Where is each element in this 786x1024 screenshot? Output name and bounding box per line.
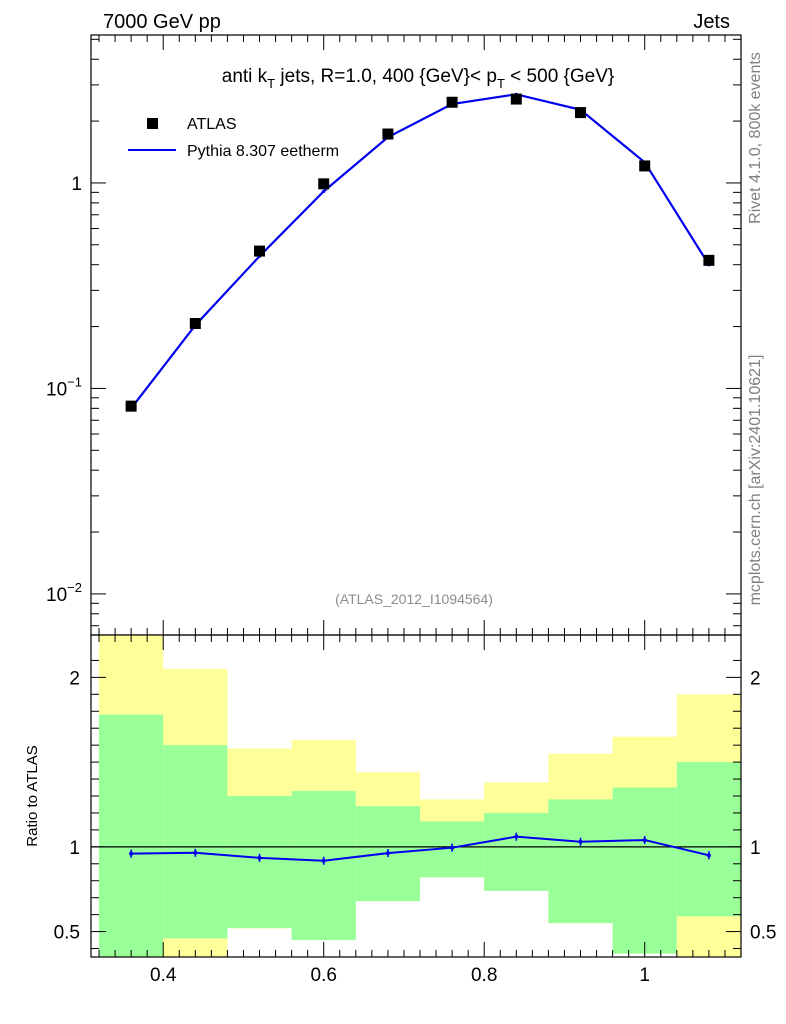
ratio-point xyxy=(385,851,390,856)
pythia-line xyxy=(130,93,710,410)
mcplots-watermark: mcplots.cern.ch [arXiv:2401.10621] xyxy=(747,355,764,606)
legend: ATLAS Pythia 8.307 eetherm xyxy=(128,116,339,160)
ratio-band-green xyxy=(163,745,228,939)
ratio-band-green xyxy=(612,787,677,954)
atlas-point xyxy=(189,317,201,329)
atlas-point xyxy=(703,254,715,266)
ratio-band-green xyxy=(676,762,741,917)
ratio-frame xyxy=(90,634,742,958)
ratio-line xyxy=(131,835,710,862)
main-y-tick-labels: 10110−110−2 xyxy=(46,174,82,606)
ratio-axis-ticks xyxy=(91,635,742,957)
analysis-id: (ATLAS_2012_I1094564) xyxy=(335,591,493,607)
energy-label: 7000 GeV pp xyxy=(103,11,221,33)
main-title: anti kT jets, R=1.0, 400 {GeV}< pT < 500… xyxy=(222,66,615,91)
ratio-y-tick-label-left: 1 xyxy=(69,838,80,859)
ratio-point xyxy=(450,845,455,850)
ratio-point xyxy=(514,834,519,839)
x-tick-label: 0.6 xyxy=(311,965,337,986)
ratio-band-green xyxy=(99,714,164,957)
ratio-point xyxy=(642,838,647,843)
main-y-tick-label: 10−2 xyxy=(46,580,82,606)
ratio-y-axis-label: Ratio to ATLAS xyxy=(24,745,41,846)
atlas-point xyxy=(510,93,522,105)
title-pre: anti k xyxy=(222,66,268,87)
pythia-point xyxy=(322,189,326,193)
ratio-point xyxy=(129,851,134,856)
ratio-point xyxy=(321,858,326,863)
atlas-point xyxy=(639,160,651,172)
rivet-watermark: Rivet 4.1.0, 800k events xyxy=(747,52,764,224)
title-sub2: T xyxy=(497,76,505,91)
main-axis-ticks xyxy=(91,35,742,635)
ratio-y-tick-label-right: 0.5 xyxy=(750,923,776,944)
atlas-point xyxy=(575,107,587,119)
x-tick-label: 0.4 xyxy=(150,965,177,986)
main-y-tick-label: 10−1 xyxy=(46,374,82,400)
ratio-series xyxy=(129,832,711,865)
atlas-point xyxy=(125,400,137,412)
main-panel: anti kT jets, R=1.0, 400 {GeV}< pT < 500… xyxy=(46,34,742,636)
ratio-band-green xyxy=(548,799,613,924)
ratio-point xyxy=(706,853,711,858)
main-y-tick-label: 1 xyxy=(71,174,82,195)
ratio-tick-labels: 0.5 0.5 1 1 2 2 0.4 0.6 0.8 1 xyxy=(54,668,777,986)
x-tick-label: 1 xyxy=(639,965,650,986)
ratio-band-green xyxy=(227,796,292,929)
x-tick-label: 0.8 xyxy=(471,965,497,986)
ratio-y-tick-label-right: 2 xyxy=(750,668,761,689)
atlas-point xyxy=(254,245,266,257)
ratio-y-tick-label-right: 1 xyxy=(750,838,761,859)
ratio-band-green xyxy=(291,790,356,941)
legend-marker-atlas xyxy=(147,118,158,129)
ratio-point xyxy=(578,839,583,844)
ratio-y-tick-label-left: 2 xyxy=(69,668,80,689)
atlas-point xyxy=(446,96,458,108)
title-sub1: T xyxy=(267,76,275,91)
ratio-band-green xyxy=(484,812,549,891)
category-label: Jets xyxy=(693,11,730,33)
atlas-point xyxy=(318,178,330,190)
ratio-uncertainty-bands xyxy=(99,635,741,957)
title-mid: jets, R=1.0, 400 {GeV}< p xyxy=(275,66,497,87)
ratio-point xyxy=(193,850,198,855)
ratio-y-tick-label-left: 0.5 xyxy=(54,923,80,944)
legend-label-atlas: ATLAS xyxy=(187,116,237,133)
ratio-point xyxy=(257,855,262,860)
main-series xyxy=(125,92,715,412)
atlas-point xyxy=(382,128,394,140)
ratio-panel: 0.5 0.5 1 1 2 2 0.4 0.6 0.8 1 Ratio to ATLAS xyxy=(24,634,777,986)
legend-label-pythia: Pythia 8.307 eetherm xyxy=(187,143,339,160)
title-post: < 500 {GeV} xyxy=(505,66,614,87)
